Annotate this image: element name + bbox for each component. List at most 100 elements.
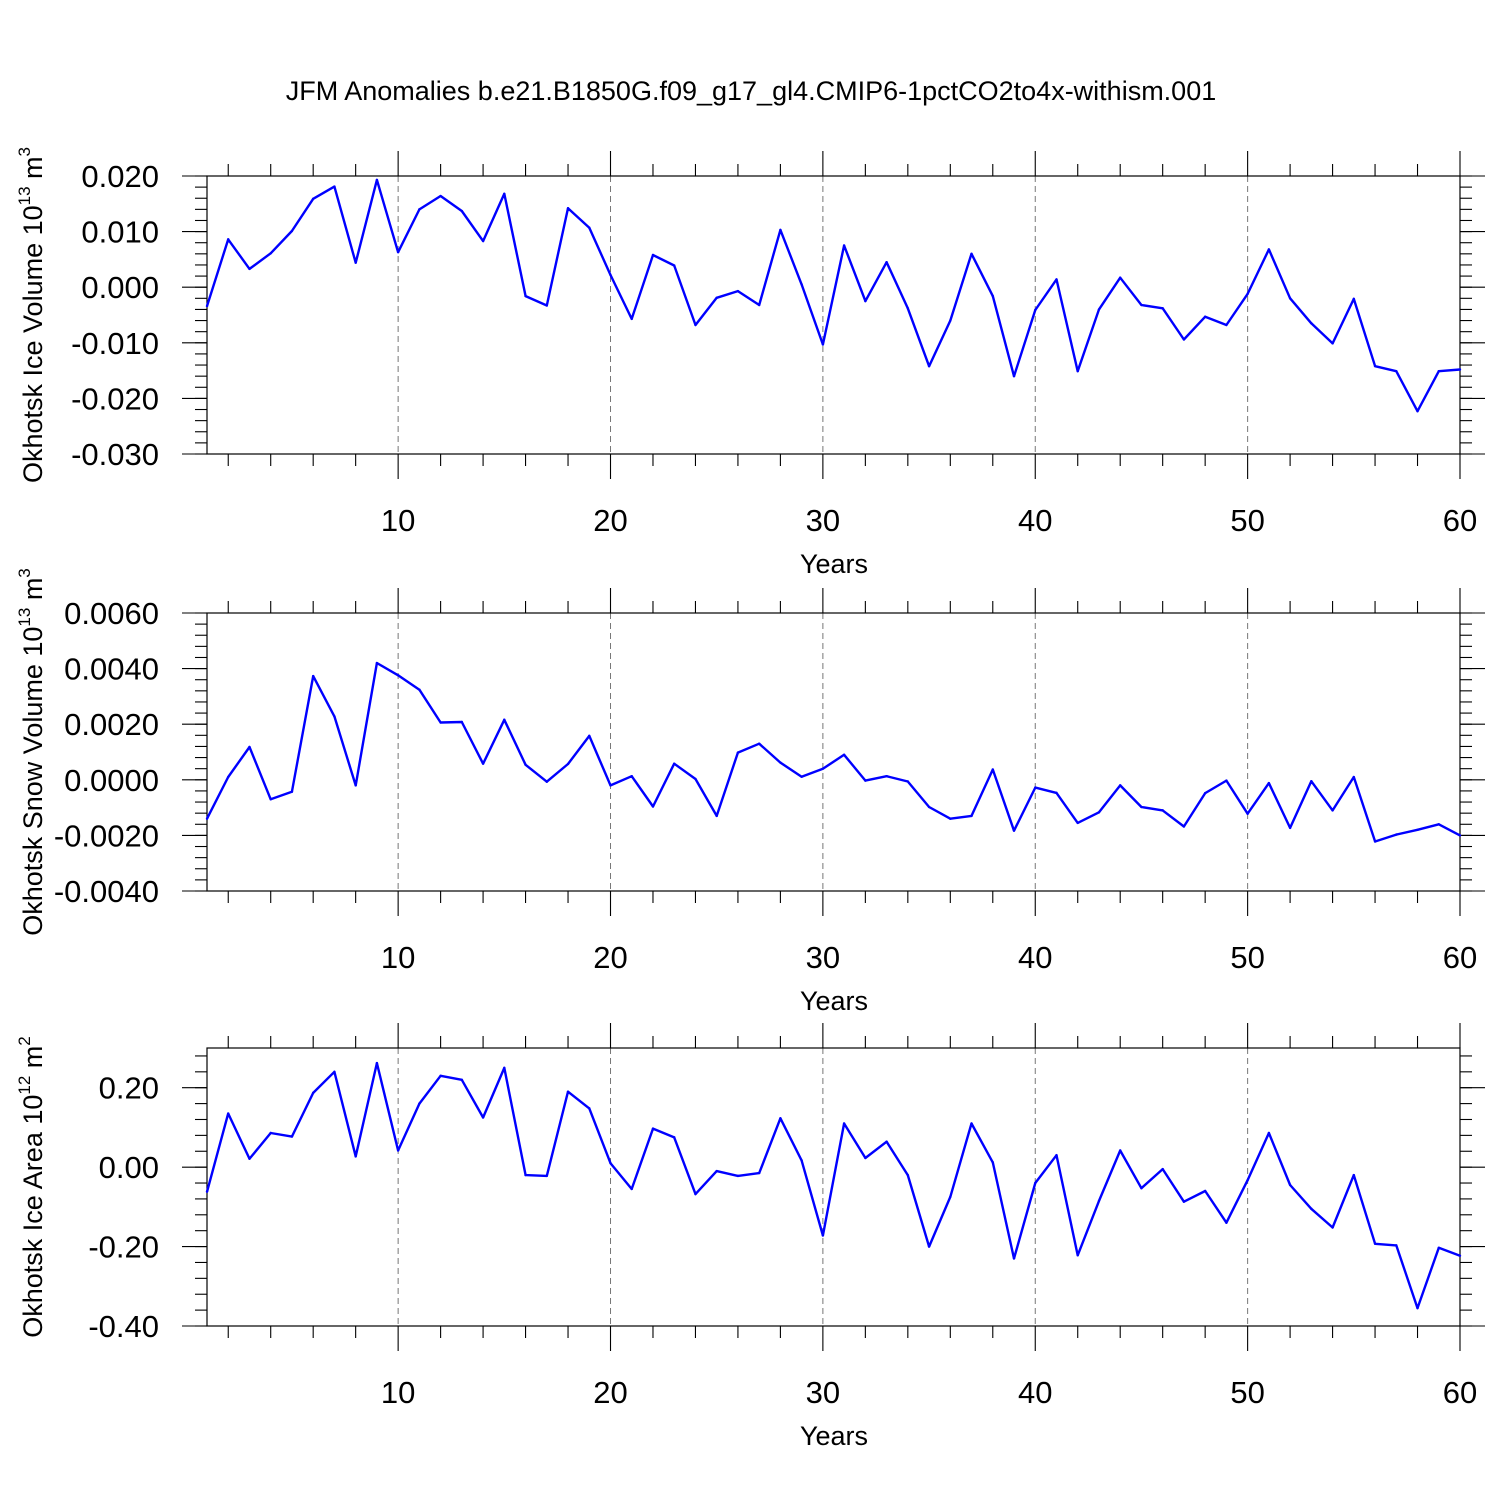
data-point <box>333 185 336 188</box>
data-point <box>970 252 973 256</box>
data-point <box>1458 834 1462 837</box>
x-tick-label: 60 <box>1443 940 1477 975</box>
data-point <box>545 304 548 307</box>
data-point <box>1055 1154 1058 1157</box>
data-point <box>1437 823 1440 826</box>
data-point <box>715 814 718 818</box>
data-point <box>1140 805 1143 809</box>
data-point <box>1055 278 1058 281</box>
data-point <box>1288 297 1292 300</box>
data-point <box>503 1066 506 1070</box>
y-tick-label: 0.0060 <box>64 596 159 631</box>
data-point <box>460 720 464 724</box>
x-tick-label: 30 <box>806 1375 840 1410</box>
data-point <box>757 742 761 745</box>
data-point <box>503 192 506 195</box>
data-point <box>885 774 888 778</box>
data-point <box>1352 775 1356 779</box>
x-tick-label: 50 <box>1230 940 1264 975</box>
data-point <box>821 1234 825 1237</box>
data-point <box>481 1116 485 1119</box>
data-point <box>694 777 697 781</box>
data-point <box>1203 315 1207 318</box>
y-tick-label: -0.0040 <box>54 874 159 909</box>
chart-panel: 10 20 30 40 50 60 -0.0040 -0.0020 0.0000 0.0020 0.… <box>15 568 1485 1016</box>
data-point <box>1034 308 1037 312</box>
data-point <box>524 1173 527 1177</box>
data-point <box>205 817 209 820</box>
data-point <box>906 307 910 310</box>
data-point <box>588 1107 591 1110</box>
data-point <box>779 1117 782 1120</box>
y-tick-label: 0.0020 <box>64 707 159 742</box>
data-point <box>1416 1306 1419 1310</box>
data-point <box>779 228 782 232</box>
y-tick-label: -0.40 <box>88 1309 159 1344</box>
x-tick-label: 10 <box>381 940 415 975</box>
data-point <box>566 1090 570 1093</box>
data-point <box>566 207 570 210</box>
data-point <box>800 283 803 286</box>
x-tick-label: 10 <box>381 1375 415 1410</box>
data-point <box>694 323 697 327</box>
data-point <box>439 194 442 198</box>
data-point <box>227 775 230 779</box>
data-point <box>1034 1181 1037 1185</box>
data-point <box>949 319 952 322</box>
data-point <box>949 817 952 820</box>
data-point <box>1331 809 1334 812</box>
data-point <box>800 1159 803 1162</box>
y-tick-label: 0.020 <box>81 159 159 194</box>
data-point <box>609 273 612 277</box>
data-point <box>1225 323 1228 327</box>
y-tick-label: 0.20 <box>99 1071 159 1106</box>
data-point <box>842 1122 846 1125</box>
data-point <box>481 762 485 765</box>
data-point <box>1416 409 1419 413</box>
data-point <box>418 208 421 211</box>
data-point <box>396 250 400 254</box>
data-point <box>1373 1242 1377 1245</box>
data-point <box>757 303 761 307</box>
data-point <box>248 267 251 271</box>
data-point <box>290 1135 294 1138</box>
data-point <box>673 762 676 765</box>
data-point <box>227 1112 230 1115</box>
data-point <box>1395 1244 1398 1247</box>
data-point <box>1352 297 1356 301</box>
data-point <box>1203 791 1207 795</box>
y-tick-label: 0.00 <box>99 1150 159 1185</box>
data-point <box>1182 338 1186 341</box>
x-tick-label: 30 <box>806 940 840 975</box>
data-point <box>1267 1131 1271 1135</box>
data-point <box>1119 276 1122 279</box>
data-point <box>1076 1254 1079 1257</box>
x-tick-label: 50 <box>1230 1375 1264 1410</box>
data-point <box>1246 292 1249 296</box>
data-point <box>736 1174 740 1178</box>
data-point <box>1097 1199 1101 1203</box>
data-point <box>1310 1207 1313 1211</box>
data-point <box>1267 248 1271 251</box>
data-point <box>396 1149 400 1152</box>
plot-frame <box>206 1047 1461 1327</box>
data-point <box>991 1161 994 1164</box>
data-point <box>227 238 230 241</box>
x-tick-label: 10 <box>381 503 415 538</box>
x-tick-label: 40 <box>1018 503 1052 538</box>
data-point <box>375 178 379 182</box>
data-point <box>460 209 464 213</box>
data-point <box>800 775 803 778</box>
data-point <box>1331 1226 1334 1229</box>
data-point <box>418 1102 421 1105</box>
data-point <box>927 805 931 809</box>
data-point <box>396 674 400 677</box>
data-point <box>1288 826 1292 830</box>
data-point <box>991 768 994 771</box>
y-tick-label: 0.010 <box>81 215 159 250</box>
y-tick-label: -0.020 <box>71 381 159 416</box>
data-point <box>970 1122 973 1125</box>
data-point <box>524 294 527 298</box>
chart-panels: 10 20 30 40 50 60 -0.030 -0.020 -0.010 0.000 0.010… <box>15 147 1485 1451</box>
series-line <box>205 661 1461 843</box>
